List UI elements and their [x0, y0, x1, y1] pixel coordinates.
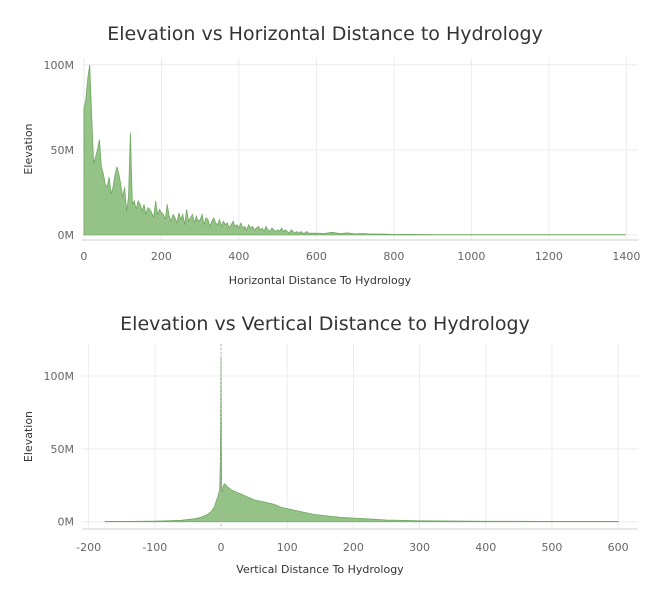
hdist-y-tick-label: 50M — [51, 144, 75, 157]
hdist-y-axis-title: Elevation — [22, 123, 35, 174]
hdist-x-tick-label: 1200 — [535, 250, 563, 263]
vdist-y-tick-label: 50M — [51, 443, 75, 456]
hdist-chart: 0 200 400 600 800 1000 1200 1400 0M 50M 100M Elevat… — [22, 23, 640, 287]
hdist-x-tick-label: 400 — [228, 250, 249, 263]
vdist-x-tick-label: 400 — [475, 541, 496, 554]
vdist-chart: -200 -100 0 100 200 300 400 500 600 0M 50M 100M Elev… — [22, 313, 638, 576]
vdist-x-tick-label: 500 — [541, 541, 562, 554]
hdist-chart-title: Elevation vs Horizontal Distance to Hydr… — [107, 23, 543, 45]
vdist-chart-title: Elevation vs Vertical Distance to Hydrol… — [120, 313, 530, 335]
vdist-x-tick-label: -200 — [76, 541, 101, 554]
vdist-x-tick-label: 200 — [343, 541, 364, 554]
hdist-x-tick-label: 1000 — [457, 250, 485, 263]
vdist-y-tick-label: 100M — [44, 370, 75, 383]
vdist-x-tick-label: 100 — [277, 541, 298, 554]
hdist-x-tick-label: 800 — [383, 250, 404, 263]
vdist-x-tick-label: 600 — [608, 541, 629, 554]
hdist-x-tick-label: 0 — [80, 250, 87, 263]
hdist-x-axis-title: Horizontal Distance To Hydrology — [229, 274, 412, 287]
hdist-x-tick-label: 600 — [306, 250, 327, 263]
vdist-y-tick-label: 0M — [58, 516, 75, 529]
hdist-y-tick-label: 100M — [44, 59, 75, 72]
vdist-area-series[interactable] — [104, 355, 619, 523]
hdist-x-tick-label: 200 — [151, 250, 172, 263]
hdist-y-tick-label: 0M — [58, 229, 75, 242]
hdist-x-tick-label: 1400 — [612, 250, 640, 263]
vdist-x-axis-title: Vertical Distance To Hydrology — [236, 563, 404, 576]
vdist-y-axis-title: Elevation — [22, 411, 35, 462]
hdist-area-series[interactable] — [83, 64, 626, 236]
vdist-x-tick-label: 0 — [218, 541, 225, 554]
vdist-x-tick-label: -100 — [142, 541, 167, 554]
vdist-x-tick-label: 300 — [409, 541, 430, 554]
